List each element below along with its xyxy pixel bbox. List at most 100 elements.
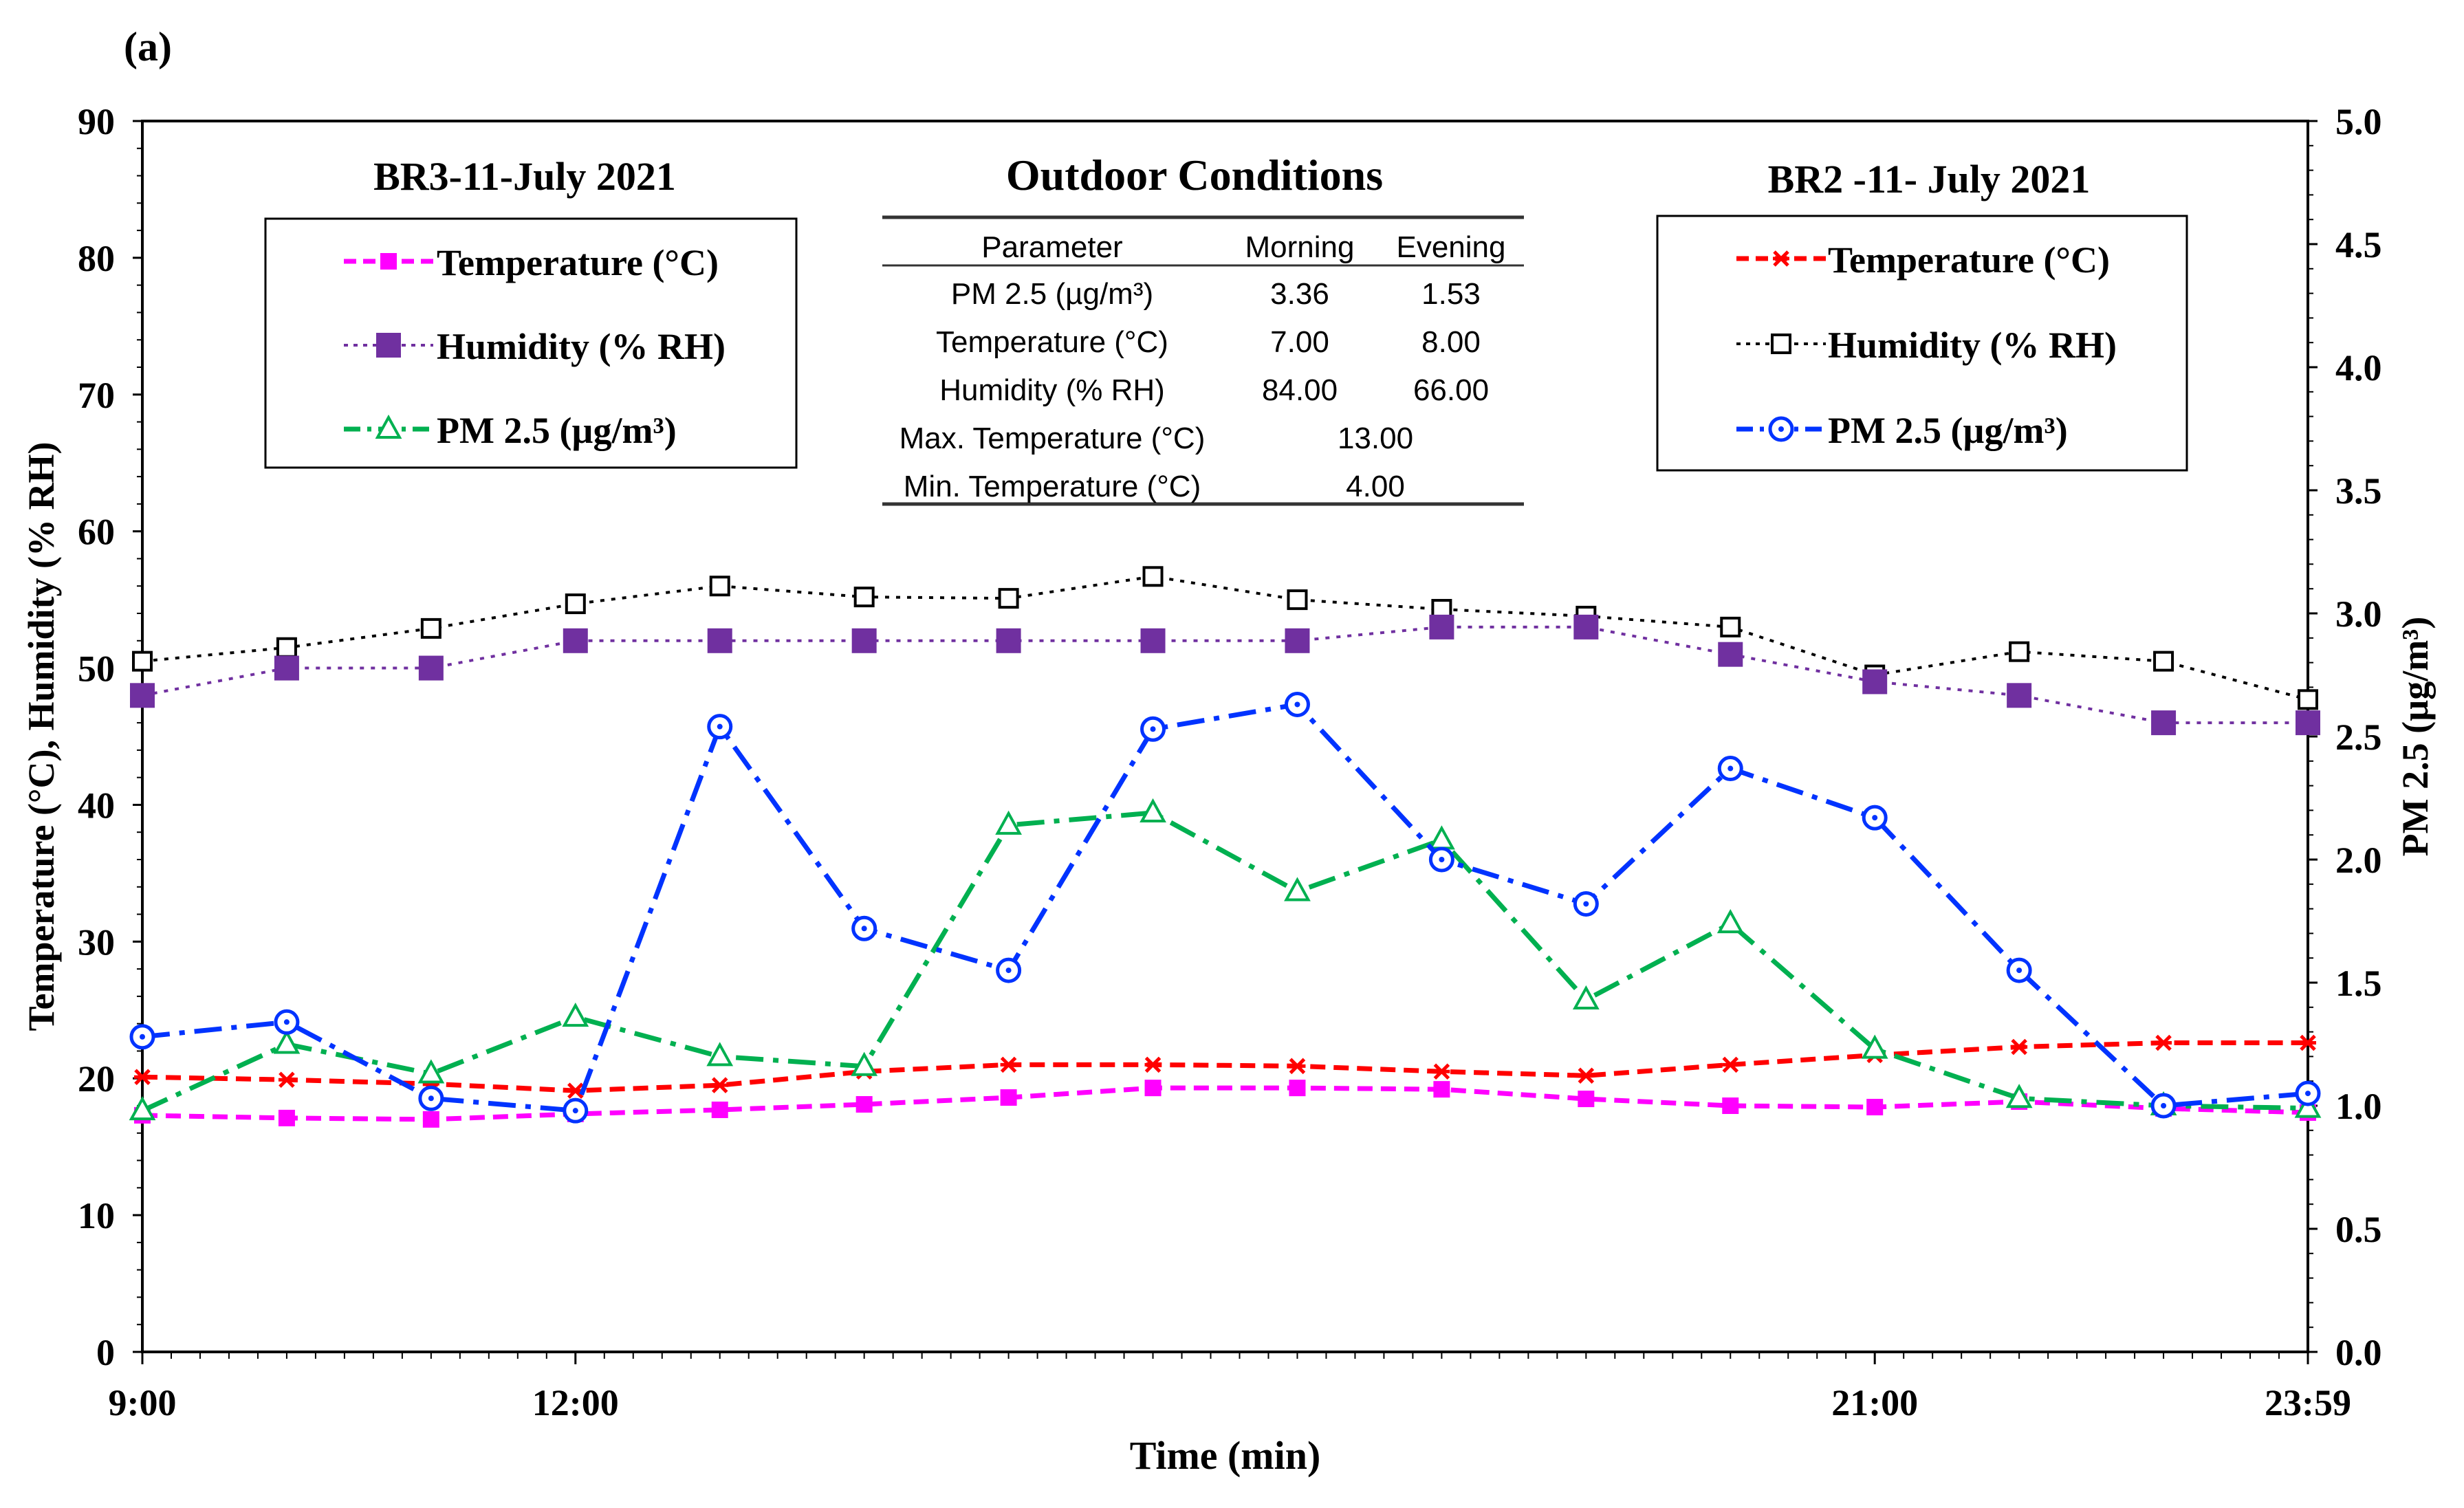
outdoor-table: Parameter Morning Evening PM 2.5 (µg/m³) 3.3… — [882, 215, 1524, 506]
legend-right-title: BR2 -11- July 2021 — [1768, 157, 2091, 201]
data-point-br3_pm — [273, 1029, 301, 1054]
data-point-br2_hum — [565, 593, 586, 615]
legend-label: PM 2.5 (µg/m³) — [437, 410, 677, 451]
data-point-br3_temp — [1289, 1080, 1306, 1097]
data-point-br3_hum — [1429, 614, 1454, 640]
legend-right: Temperature (°C) Humidity (% RH) PM 2.5 (µ… — [1736, 239, 2117, 451]
data-point-br3_pm — [995, 810, 1022, 835]
data-point-br3_pm — [2005, 1084, 2033, 1108]
data-point-br3_temp — [422, 1111, 439, 1128]
legend-entry-br2_pm: PM 2.5 (µg/m³) — [1736, 410, 2068, 451]
series-line-br3_pm — [141, 810, 2309, 1113]
outdoor-table-title: Outdoor Conditions — [1006, 151, 1383, 199]
data-point-br2_temp — [1578, 1067, 1595, 1084]
data-point-br2_pm — [1284, 691, 1310, 717]
y-right-axis-label: PM 2.5 (µg/m³) — [2395, 617, 2436, 857]
data-point-br2_hum — [1287, 589, 1308, 611]
data-point-br2_hum — [2009, 641, 2030, 662]
table-header-cell: Evening — [1396, 230, 1505, 264]
data-point-br3_hum — [563, 628, 588, 653]
x-tick-label: 23:59 — [2265, 1382, 2351, 1423]
data-point-br3_pm — [562, 1002, 589, 1027]
y-right-tick-label: 2.5 — [2335, 717, 2382, 758]
series-line-br2_temp — [142, 1040, 2308, 1093]
data-point-br2_pm — [2295, 1080, 2321, 1106]
data-point-br3_hum — [707, 628, 732, 653]
data-point-br2_pm — [1140, 716, 1166, 742]
data-point-br3_temp — [278, 1109, 295, 1126]
data-point-br3_pm — [1284, 877, 1311, 901]
data-point-br3_pm — [1428, 825, 1455, 850]
y-left-tick-label: 10 — [78, 1195, 115, 1236]
data-point-br3_pm — [1716, 908, 1744, 934]
table-header-cell: Parameter — [981, 230, 1122, 264]
data-point-br2_hum — [2298, 689, 2318, 710]
data-point-br2_temp — [1000, 1056, 1017, 1073]
data-point-br3_pm — [129, 1096, 156, 1121]
data-point-br2_temp — [134, 1069, 151, 1086]
y-right-tick-label: 0.5 — [2335, 1209, 2382, 1250]
legend-swatch-marker — [1773, 250, 1789, 267]
legend-label: Temperature (°C) — [1828, 239, 2110, 281]
y-left-tick-label: 60 — [78, 512, 115, 553]
legend-entry-br3_pm: PM 2.5 (µg/m³) — [344, 410, 677, 451]
data-point-br2_pm — [129, 1024, 155, 1050]
panel-label: (a) — [124, 24, 172, 69]
table-cell: 3.36 — [1270, 277, 1329, 311]
data-point-br3_temp — [1866, 1098, 1884, 1115]
data-point-br2_temp — [278, 1071, 295, 1088]
data-point-br2_pm — [274, 1009, 300, 1035]
data-point-br3_pm — [851, 1051, 878, 1076]
y-left-tick-label: 90 — [78, 101, 115, 142]
data-point-br2_pm — [1862, 805, 1888, 831]
y-left-axis-label: Temperature (°C), Humidity (% RH) — [21, 441, 62, 1031]
data-point-br2_pm — [1428, 846, 1454, 873]
table-cell: 13.00 — [1338, 422, 1413, 455]
data-point-br3_hum — [274, 655, 299, 681]
series-line-br2_hum — [142, 575, 2309, 701]
series-line-br2_pm — [142, 701, 2309, 1113]
plot-frame — [141, 120, 2309, 1353]
data-point-br3_hum — [1140, 628, 1166, 653]
data-point-br3_hum — [1862, 669, 1888, 695]
data-point-br2_hum — [709, 576, 730, 597]
y-left-tick-label: 30 — [78, 921, 115, 963]
y-right-tick-label: 0.0 — [2335, 1332, 2382, 1373]
data-point-br3_pm — [706, 1042, 734, 1067]
data-point-br3_hum — [2007, 683, 2032, 708]
data-point-br2_pm — [851, 915, 877, 941]
table-cell: Temperature (°C) — [936, 325, 1168, 359]
table-cell: 8.00 — [1421, 325, 1481, 359]
table-cell: Max. Temperature (°C) — [900, 422, 1206, 455]
data-point-br2_hum — [1720, 616, 1741, 637]
y-right-tick-label: 2.0 — [2335, 840, 2382, 881]
legend-entry-br3_hum: Humidity (% RH) — [344, 326, 726, 367]
data-point-br2_temp — [711, 1077, 728, 1093]
table-cell: PM 2.5 (µg/m³) — [951, 277, 1153, 311]
data-point-br3_pm — [2294, 1093, 2322, 1118]
legend-label: Humidity (% RH) — [437, 326, 726, 367]
y-right-tick-label: 1.0 — [2335, 1086, 2382, 1127]
table-cell: 4.00 — [1346, 470, 1405, 503]
series-br3_hum — [130, 614, 2320, 736]
legend-left-box — [264, 217, 798, 469]
y-right-tick-label: 5.0 — [2335, 101, 2382, 142]
data-point-br3_temp — [711, 1101, 728, 1118]
y-left-tick-label: 50 — [78, 648, 115, 690]
y-right-tick-label: 3.0 — [2335, 593, 2382, 635]
data-point-br3_temp — [1722, 1097, 1739, 1114]
y-left-tick-label: 80 — [78, 238, 115, 279]
data-point-br2_hum — [276, 637, 297, 658]
data-point-br3_pm — [417, 1059, 445, 1084]
legend-swatch-marker — [1771, 334, 1791, 354]
series-layer — [129, 566, 2322, 1128]
data-point-br2_temp — [1144, 1056, 1162, 1073]
table-cell: 84.00 — [1262, 373, 1338, 407]
legend-right-box — [1656, 215, 2188, 472]
y-right-tick-label: 1.5 — [2335, 963, 2382, 1004]
data-point-br3_hum — [2296, 710, 2320, 736]
series-line-br3_hum — [142, 625, 2308, 725]
legend-label: Temperature (°C) — [437, 242, 719, 283]
legend-label: Humidity (% RH) — [1828, 325, 2117, 366]
data-point-br2_temp — [2011, 1038, 2028, 1056]
